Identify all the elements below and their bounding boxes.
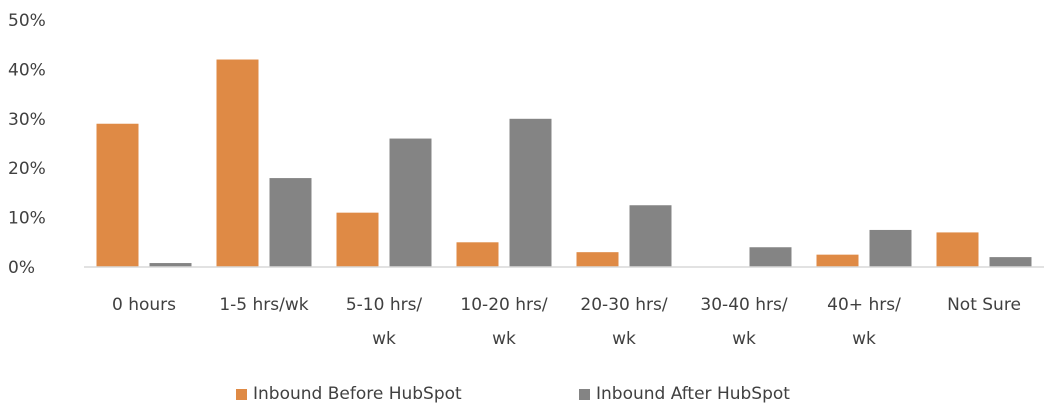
bar-after xyxy=(989,257,1032,267)
x-category-label: wk xyxy=(372,329,396,349)
y-tick-label: 30% xyxy=(8,110,46,130)
bar-after xyxy=(749,247,792,267)
bar-after xyxy=(269,178,312,267)
bar-after xyxy=(509,118,552,267)
legend-item-after: Inbound After HubSpot xyxy=(579,384,790,404)
x-category-label: 10-20 hrs/ xyxy=(460,295,547,315)
x-category-label: 0 hours xyxy=(112,295,176,315)
bar-after xyxy=(629,205,672,267)
bar-before xyxy=(336,212,379,267)
y-tick-label: 40% xyxy=(8,60,46,80)
x-category-label: 5-10 hrs/ xyxy=(346,295,423,315)
bar-chart: 0% 10% 20% 30% 40% 50% 0 hours 1-5 hrs/wk 5-10 … xyxy=(8,11,1044,349)
bar-after xyxy=(869,229,912,267)
bar-before xyxy=(816,254,859,267)
y-tick-label: 10% xyxy=(8,209,46,229)
x-category-label: 1-5 hrs/wk xyxy=(219,295,308,315)
bar-before xyxy=(936,232,979,267)
bar-after xyxy=(389,138,432,267)
y-tick-label: 0% xyxy=(8,258,35,278)
legend-item-before: Inbound Before HubSpot xyxy=(236,384,462,404)
legend-swatch-before xyxy=(236,388,247,400)
bar-before xyxy=(456,242,499,267)
x-category-label: wk xyxy=(732,329,756,349)
x-category-label: 20-30 hrs/ xyxy=(580,295,667,315)
x-category-label: Not Sure xyxy=(947,295,1021,315)
y-tick-label: 20% xyxy=(8,159,46,179)
bars xyxy=(96,59,1032,268)
x-category-label: 30-40 hrs/ xyxy=(700,295,787,315)
legend-swatch-after xyxy=(579,388,590,400)
x-axis-categories: 0 hours 1-5 hrs/wk 5-10 hrs/wk 10-20 hrs/wk… xyxy=(112,295,1021,349)
legend: Inbound Before HubSpot Inbound After Hub… xyxy=(0,384,1044,408)
bar-after xyxy=(149,263,192,267)
bar-before xyxy=(96,123,139,268)
y-axis-ticks: 0% 10% 20% 30% 40% 50% xyxy=(8,11,46,278)
bar-before xyxy=(216,59,259,267)
x-category-label: wk xyxy=(492,329,516,349)
x-category-label: 40+ hrs/ xyxy=(827,295,901,315)
x-category-label: wk xyxy=(852,329,876,349)
bar-before xyxy=(576,252,619,267)
legend-label-before: Inbound Before HubSpot xyxy=(253,384,462,404)
legend-label-after: Inbound After HubSpot xyxy=(596,384,790,404)
y-tick-label: 50% xyxy=(8,11,46,31)
x-category-label: wk xyxy=(612,329,636,349)
